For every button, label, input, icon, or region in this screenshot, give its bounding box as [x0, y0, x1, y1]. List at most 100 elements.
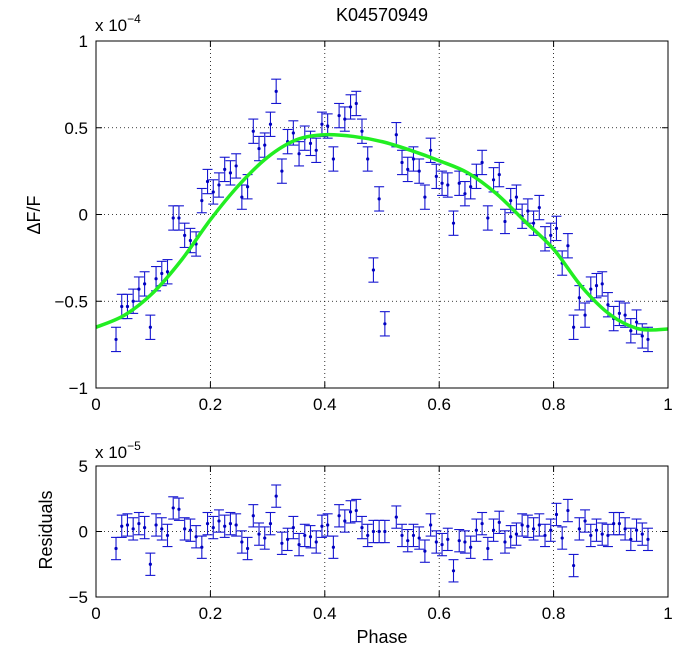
data-point — [114, 337, 118, 342]
residual-data-point — [131, 527, 135, 531]
data-point — [268, 122, 273, 126]
residual-data-point — [612, 522, 616, 526]
residual-plot-area — [111, 484, 653, 583]
residual-data-point — [629, 537, 633, 541]
data-point — [337, 114, 341, 118]
residual-y-tick-label: −5 — [69, 588, 88, 607]
residual-data-point — [177, 507, 181, 511]
residual-data-point — [526, 524, 530, 528]
residual-data-point — [200, 545, 204, 549]
data-point — [354, 101, 358, 106]
data-point — [400, 160, 404, 165]
residual-data-point — [451, 569, 456, 573]
data-point — [406, 167, 410, 171]
residual-data-point — [531, 527, 536, 531]
data-point — [120, 304, 124, 309]
residual-data-point — [137, 522, 141, 526]
residual-data-point — [360, 525, 364, 530]
data-point — [554, 226, 559, 230]
data-point — [537, 205, 541, 210]
data-point — [366, 157, 370, 161]
residual-data-point — [457, 539, 461, 543]
residual-data-point — [446, 537, 450, 541]
x-tick-label: 0.8 — [542, 395, 566, 414]
residual-data-point — [268, 522, 273, 526]
data-point — [171, 216, 175, 220]
data-point — [623, 313, 627, 317]
residual-data-point — [640, 532, 644, 536]
residual-data-point — [646, 537, 650, 541]
data-point — [160, 271, 164, 276]
residual-data-point — [223, 524, 227, 528]
data-point — [634, 320, 639, 324]
residual-data-point — [406, 539, 410, 543]
data-point — [165, 270, 170, 274]
residual-x-tick-label: 0.4 — [313, 604, 337, 623]
axis-ticks: 0 0.2 0.4 0.6 0.8 1 −1 −0.5 0 0.5 1 — [54, 32, 672, 414]
residual-data-point — [560, 536, 564, 540]
data-point — [629, 329, 633, 333]
residual-data-point — [148, 562, 152, 566]
y-tick-label: 0 — [79, 206, 88, 225]
residual-data-point — [245, 546, 250, 551]
data-point — [188, 238, 192, 243]
residual-data-point — [120, 524, 124, 528]
residual-data-point — [377, 529, 381, 534]
residual-data-point — [600, 532, 604, 536]
residual-data-point — [383, 529, 387, 534]
residual-data-point — [251, 514, 255, 518]
plot-area — [95, 78, 669, 353]
residual-y-tick-label: 0 — [79, 523, 88, 542]
data-point — [457, 181, 461, 185]
residual-data-point — [486, 546, 490, 551]
residual-data-point — [617, 522, 621, 526]
data-point — [503, 219, 507, 224]
data-point — [314, 148, 318, 152]
data-point — [308, 141, 313, 145]
residual-data-point — [371, 529, 376, 534]
data-point — [423, 195, 427, 199]
residual-data-point — [434, 540, 438, 544]
data-point — [577, 296, 581, 300]
residual-x-tick-label: 0.8 — [542, 604, 566, 623]
x-tick-label: 1 — [663, 395, 672, 414]
data-point — [251, 129, 255, 133]
residual-data-point — [217, 519, 221, 523]
residual-x-tick-label: 0 — [91, 604, 100, 623]
residual-data-point — [228, 522, 233, 526]
data-point — [451, 221, 456, 225]
y-tick-label: −1 — [69, 379, 88, 398]
data-point — [549, 233, 553, 237]
residual-data-point — [417, 536, 421, 540]
data-point — [377, 197, 381, 201]
data-point — [331, 157, 335, 161]
data-point — [606, 303, 610, 307]
data-point — [469, 185, 473, 189]
data-point — [205, 179, 210, 184]
x-tick-label: 0.4 — [313, 395, 337, 414]
data-point — [434, 174, 438, 178]
residual-data-point — [303, 533, 307, 538]
residual-data-point — [337, 514, 341, 518]
data-point — [594, 284, 599, 288]
residual-data-point — [308, 535, 313, 539]
residual-data-point — [183, 527, 187, 531]
data-point — [131, 299, 135, 303]
data-point — [394, 133, 398, 137]
residual-data-point — [354, 508, 358, 513]
y-exponent-label: x 10−4 — [95, 12, 141, 35]
residual-data-point — [491, 528, 496, 532]
data-point — [211, 190, 215, 194]
residual-data-point — [411, 533, 416, 538]
residual-data-point — [577, 527, 581, 531]
chart-title: K04570949 — [336, 5, 428, 25]
residual-data-point — [366, 533, 370, 538]
residual-axis-ticks: 0 0.2 0.4 0.6 0.8 1−505 — [69, 457, 673, 623]
residual-data-point — [331, 545, 335, 549]
data-point — [371, 268, 376, 272]
data-point — [531, 221, 536, 225]
data-point — [617, 311, 621, 315]
data-point — [360, 129, 364, 133]
data-point — [446, 183, 450, 187]
